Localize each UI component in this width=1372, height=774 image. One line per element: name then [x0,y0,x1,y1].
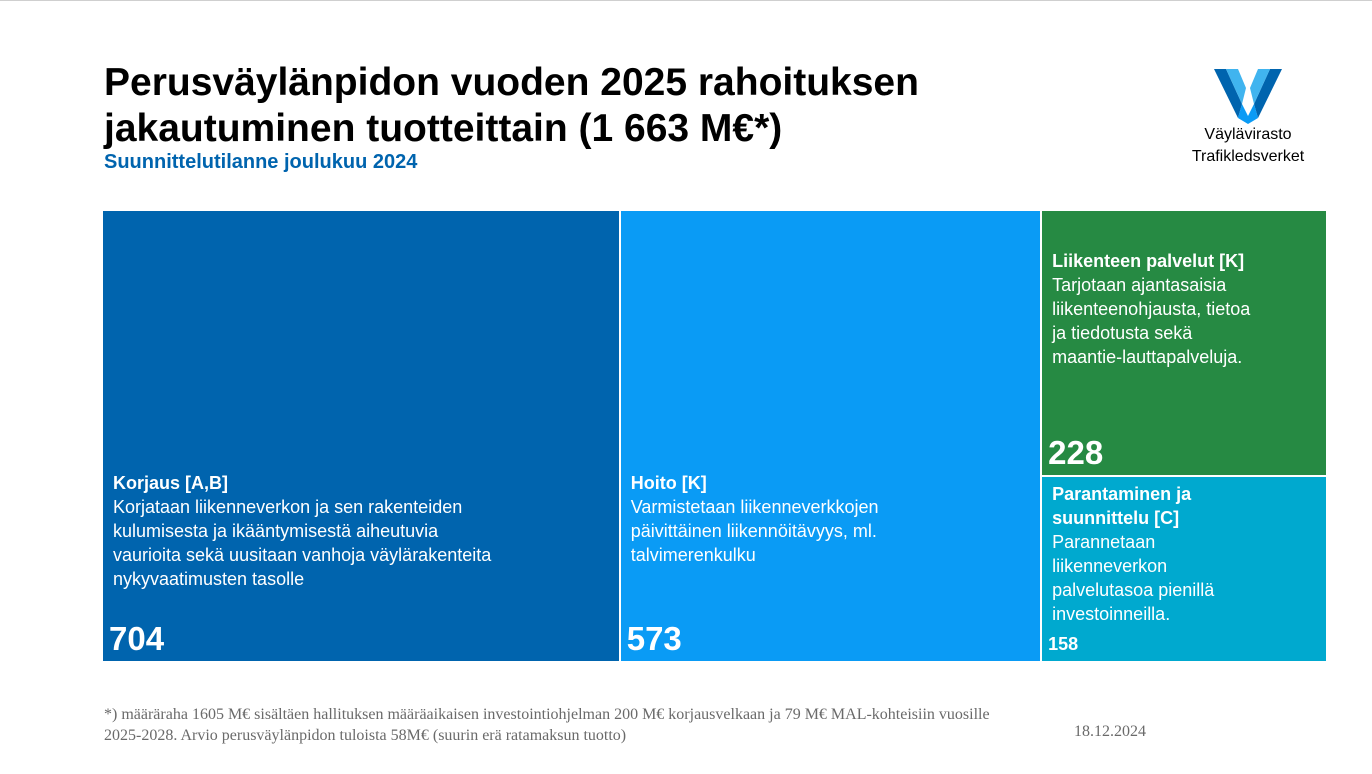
treemap-description: Varmistetaan liikenneverkkojen päivittäi… [630,497,879,565]
date-label: 18.12.2024 [1074,723,1146,740]
treemap-label: Hoito [K] Varmistetaan liikenneverkkojen … [631,471,921,567]
treemap-description: Korjataan liikenneverkon ja sen rakentei… [113,497,492,589]
treemap-tile-hoito: Hoito [K] Varmistetaan liikenneverkkojen … [620,211,1041,661]
logo-text-line2: Trafikledsverket [1191,148,1305,165]
treemap-description: Parannetaan liikenneverkon palvelutasoa … [1052,531,1215,624]
treemap-label: Parantaminen ja suunnittelu [C] Paranneta… [1052,482,1242,626]
treemap-tile-liikenteen-palvelut: Liikenteen palvelut [K] Tarjotaan ajantas… [1042,211,1326,475]
treemap-description: Tarjotaan ajantasaisia liikenteenohjaust… [1052,275,1251,367]
treemap-label: Korjaus [A,B] Korjataan liikenneverkon ja… [113,471,493,591]
treemap-name: Korjaus [A,B] [113,473,229,493]
treemap-tile-korjaus: Korjaus [A,B] Korjataan liikenneverkon ja… [103,211,619,661]
treemap-label: Liikenteen palvelut [K] Tarjotaan ajantas… [1052,249,1257,369]
page-title: Perusväylänpidon vuoden 2025 rahoituksen… [104,61,919,150]
vaylavirasto-logo: Väylävirasto Trafikledsverket [1160,66,1336,168]
treemap-value: 158 [1048,633,1079,654]
footnote: *) määräraha 1605 M€ sisältäen hallituks… [104,706,990,744]
treemap-value: 573 [626,620,682,657]
logo-text-line1: Väylävirasto [1204,126,1292,143]
top-divider [0,0,1372,1]
treemap-value: 228 [1048,434,1104,471]
page-subtitle: Suunnittelutilanne joulukuu 2024 [104,151,418,173]
treemap-name: Liikenteen palvelut [K] [1052,251,1245,271]
treemap-name: Hoito [K] [630,473,707,493]
treemap-tile-parantaminen-ja-suunnittelu: Parantaminen ja suunnittelu [C] Paranneta… [1042,476,1326,661]
vaylavirasto-v-logo-icon [1214,69,1282,124]
treemap-name: Parantaminen ja suunnittelu [C] [1052,483,1192,528]
treemap-value: 704 [109,620,165,657]
